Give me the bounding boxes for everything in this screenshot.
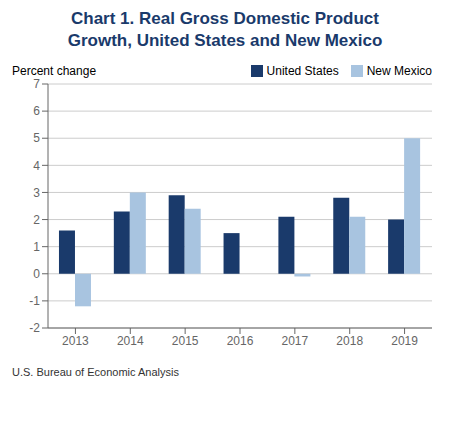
svg-text:2015: 2015 — [172, 334, 199, 348]
html-text:New Mexico: New Mexico — [366, 64, 432, 78]
html-text:Growth, United States and New: Growth, United States and New Mexico — [67, 31, 383, 50]
svg-text:2017: 2017 — [282, 334, 309, 348]
svg-text:2013: 2013 — [62, 334, 89, 348]
svg-text:5: 5 — [33, 131, 40, 145]
svg-text:2019: 2019 — [391, 334, 418, 348]
svg-text:1: 1 — [33, 240, 40, 254]
html-text:U.S. Bureau of Economic Analys: U.S. Bureau of Economic Analysis — [12, 366, 179, 378]
svg-text:-2: -2 — [29, 321, 40, 335]
svg-text:7: 7 — [33, 77, 40, 91]
html-text:Chart 1. Real Gross Domestic P: Chart 1. Real Gross Domestic Product — [71, 9, 379, 28]
svg-text:4: 4 — [33, 159, 40, 173]
svg-text:3: 3 — [33, 186, 40, 200]
svg-text:2014: 2014 — [117, 334, 144, 348]
svg-text:2016: 2016 — [227, 334, 254, 348]
html-text:United States: United States — [266, 64, 339, 78]
svg-text:2018: 2018 — [336, 334, 363, 348]
svg-text:2: 2 — [33, 213, 40, 227]
html-text:Percent change: Percent change — [12, 64, 97, 78]
svg-text:0: 0 — [33, 267, 40, 281]
svg-text:-1: -1 — [29, 294, 40, 308]
svg-text:6: 6 — [33, 104, 40, 118]
